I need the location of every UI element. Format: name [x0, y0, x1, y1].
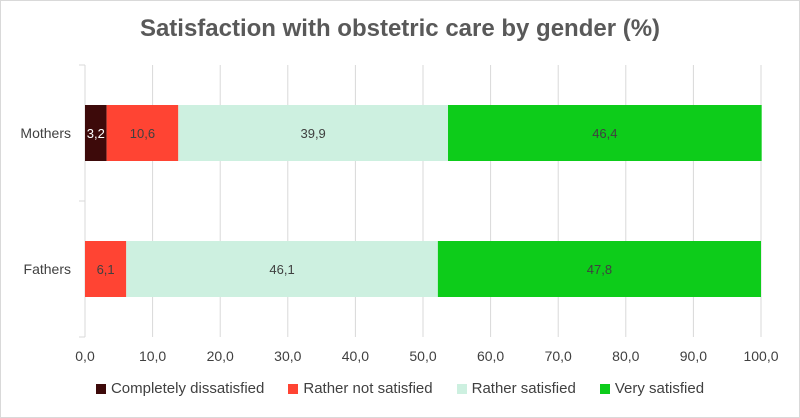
x-tick-label: 20,0	[207, 348, 234, 364]
chart-legend: Completely dissatisfied Rather not satisf…	[1, 380, 799, 397]
data-label: 3,2	[87, 126, 105, 141]
legend-label: Completely dissatisfied	[110, 380, 265, 397]
data-label: 46,1	[269, 262, 294, 277]
bar-segment	[106, 105, 179, 161]
x-tick-label: 70,0	[545, 348, 572, 364]
legend-label: Rather satisfied	[471, 380, 576, 397]
x-tick-label: 0,0	[75, 348, 95, 364]
legend-label: Rather not satisfied	[303, 380, 433, 397]
data-label: 46,4	[592, 126, 617, 141]
legend-item: Completely dissatisfied	[95, 380, 265, 397]
category-label: Mothers	[20, 125, 71, 141]
x-tick-label: 10,0	[139, 348, 166, 364]
bar-segment	[437, 241, 761, 297]
x-tick-label: 60,0	[477, 348, 504, 364]
bar-segment	[85, 241, 127, 297]
x-tick-label: 50,0	[409, 348, 436, 364]
category-label: Fathers	[24, 261, 71, 277]
x-tick-label: 30,0	[274, 348, 301, 364]
data-label: 39,9	[300, 126, 325, 141]
chart-title: Satisfaction with obstetric care by gend…	[139, 15, 661, 42]
x-tick-label: 90,0	[680, 348, 707, 364]
data-label: 47,8	[587, 262, 612, 277]
x-tick-label: 100,0	[743, 348, 778, 364]
x-tick-label: 40,0	[342, 348, 369, 364]
legend-item: Very satisfied	[599, 380, 705, 397]
legend-swatch	[95, 383, 106, 394]
bar-segment	[448, 105, 762, 161]
legend-item: Rather not satisfied	[288, 380, 433, 397]
legend-label: Very satisfied	[614, 380, 705, 397]
bar-segment	[178, 105, 449, 161]
legend-swatch	[288, 383, 299, 394]
x-tick-label: 80,0	[612, 348, 639, 364]
bar-segment	[85, 105, 107, 161]
data-label: 10,6	[130, 126, 155, 141]
legend-swatch	[456, 383, 467, 394]
data-label: 6,1	[97, 262, 115, 277]
bar-segment	[126, 241, 438, 297]
legend-item: Rather satisfied	[456, 380, 576, 397]
legend-swatch	[599, 383, 610, 394]
